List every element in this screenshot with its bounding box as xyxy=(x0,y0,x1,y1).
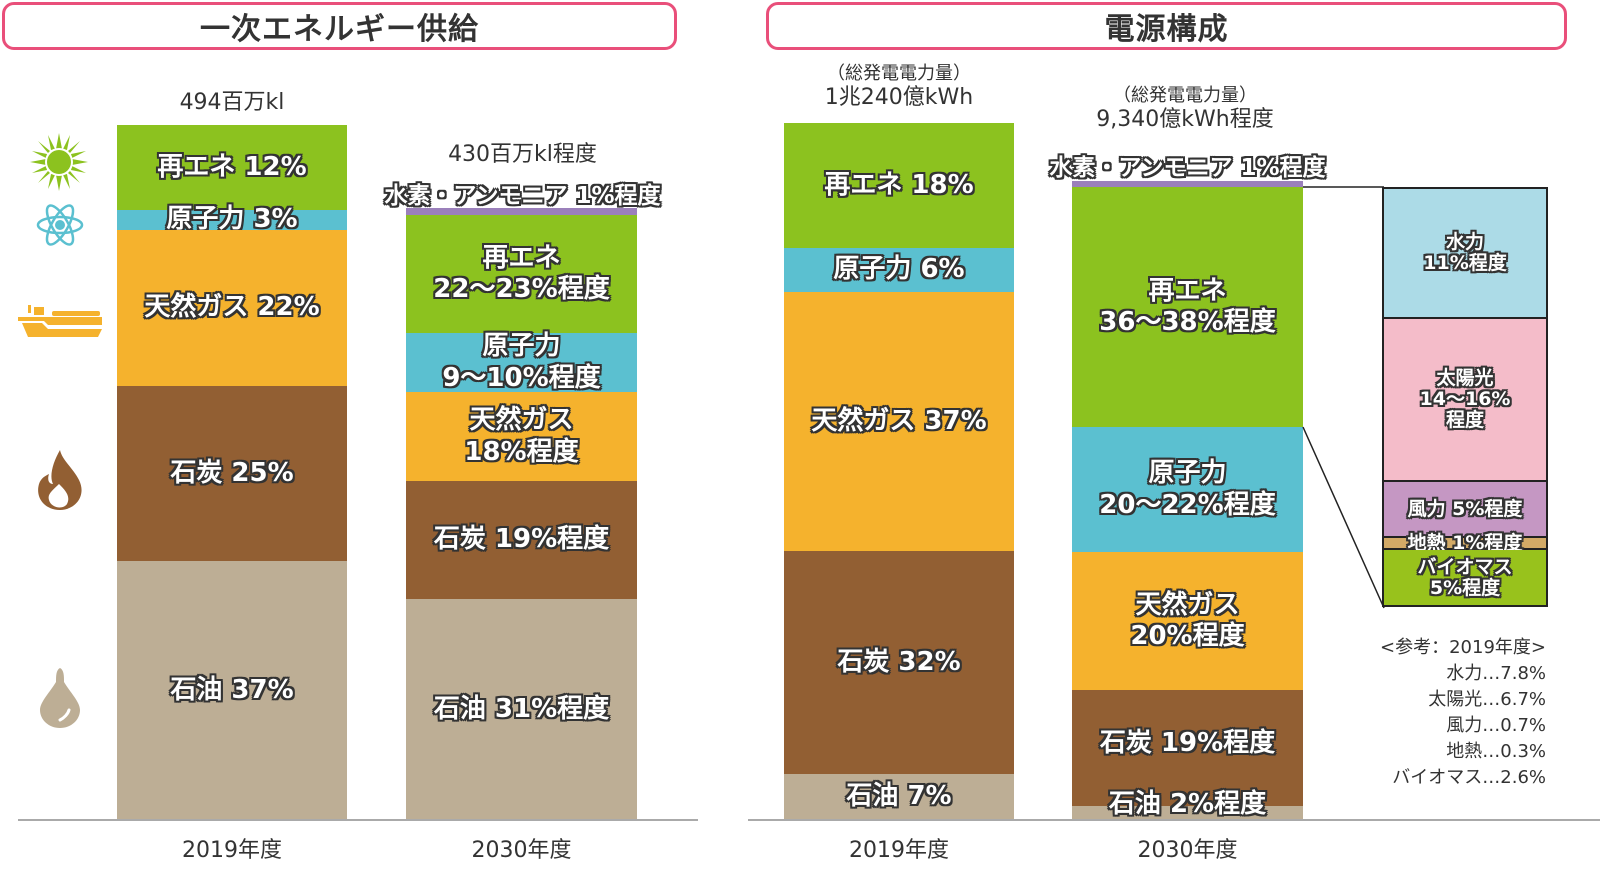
segment-label: 天然ガス 18%程度 xyxy=(464,405,579,467)
reference-item-solar: 太陽光…6.7% xyxy=(1428,689,1546,711)
segment-label: 石炭 19%程度 xyxy=(1099,728,1276,758)
primary-xlabel-2019: 2019年度 xyxy=(182,838,282,863)
segment-label: 石炭 32% xyxy=(837,646,961,677)
reference-title: <参考：2019年度> xyxy=(1380,637,1546,658)
segment-label: 再エネ 12% xyxy=(157,151,307,182)
primary-2030-hydrogen-label: 水素・アンモニア 1%程度 xyxy=(384,183,661,209)
breakdown-wind: 風力 5%程度 xyxy=(1384,482,1546,538)
primary-energy-title: 一次エネルギー供給 xyxy=(2,2,677,50)
primary-2019-bar: 再エネ 12% 原子力 3% 天然ガス 22% 石炭 25% 石油 37% xyxy=(117,125,347,820)
power-2019-coal: 石炭 32% xyxy=(784,551,1014,774)
oil-drop-icon xyxy=(40,668,80,728)
primary-baseline xyxy=(18,819,698,821)
segment-label: 石油 7% xyxy=(846,781,952,812)
segment-label: 再エネ 18% xyxy=(824,169,974,200)
segment-label: 風力 5%程度 xyxy=(1407,497,1523,520)
primary-2030-renewable: 再エネ 22〜23%程度 xyxy=(406,215,637,333)
reference-item-geothermal: 地熱…0.3% xyxy=(1446,741,1546,763)
primary-2030-oil: 石油 31%程度 xyxy=(406,599,637,820)
power-mix-title-text: 電源構成 xyxy=(1104,12,1229,47)
power-xlabel-2019: 2019年度 xyxy=(849,838,949,863)
lng-ship-icon xyxy=(18,305,102,337)
segment-label: 石油 31%程度 xyxy=(433,693,610,724)
primary-2019-coal: 石炭 25% xyxy=(117,386,347,561)
breakdown-solar: 太陽光 14〜16% 程度 xyxy=(1384,319,1546,482)
renewable-breakdown-box: 水力 11%程度 太陽光 14〜16% 程度 風力 5%程度 地熱 1%程度 バ… xyxy=(1382,187,1548,607)
segment-label: 水力 11%程度 xyxy=(1423,231,1507,274)
primary-2030-nuclear: 原子力 9〜10%程度 xyxy=(406,331,637,393)
power-xlabel-2030: 2030年度 xyxy=(1137,838,1238,863)
primary-2030-total: 430百万kl程度 xyxy=(380,142,665,167)
power-2030-caption: （総発電電力量） xyxy=(1113,85,1257,106)
segment-label: 再エネ 36〜38%程度 xyxy=(1099,275,1276,337)
power-2030-total: （総発電電力量） 9,340億kWh程度 xyxy=(1060,85,1310,132)
primary-2019-nuclear: 原子力 3% xyxy=(117,204,347,234)
primary-2030-gas: 天然ガス 18%程度 xyxy=(406,392,637,481)
atom-icon xyxy=(36,204,84,246)
segment-label: 原子力 9〜10%程度 xyxy=(442,331,601,393)
breakdown-connector-lines xyxy=(1302,186,1385,609)
sun-icon xyxy=(30,133,88,191)
breakdown-geothermal: 地熱 1%程度 xyxy=(1384,532,1546,553)
power-2030-renewable: 再エネ 36〜38%程度 xyxy=(1072,187,1303,427)
segment-label: 石油 2%程度 xyxy=(1108,789,1267,820)
primary-xlabel-2030: 2030年度 xyxy=(471,838,572,863)
segment-label: 再エネ 22〜23%程度 xyxy=(433,242,610,304)
segment-label: バイオマス 5%程度 xyxy=(1417,555,1513,599)
primary-2030-bar: 再エネ 22〜23%程度 原子力 9〜10%程度 天然ガス 18%程度 石炭 1… xyxy=(406,208,637,820)
segment-label: 太陽光 14〜16% 程度 xyxy=(1419,367,1511,431)
power-2019-gas: 天然ガス 37% xyxy=(784,292,1014,551)
segment-label: 天然ガス 22% xyxy=(144,292,320,323)
primary-2019-gas: 天然ガス 22% xyxy=(117,230,347,386)
primary-2030-hydrogen xyxy=(406,208,637,215)
breakdown-hydro: 水力 11%程度 xyxy=(1384,189,1546,319)
power-2019-oil: 石油 7% xyxy=(784,774,1014,820)
reference-2019-list: <参考：2019年度> 水力…7.8% 太陽光…6.7% 風力…0.7% 地熱…… xyxy=(1340,635,1546,792)
power-2030-bar: 再エネ 36〜38%程度 原子力 20〜22%程度 天然ガス 20%程度 石炭 … xyxy=(1072,181,1303,820)
reference-item-hydro: 水力…7.8% xyxy=(1446,663,1546,685)
power-2030-oil: 石油 2%程度 xyxy=(1072,789,1303,820)
primary-2030-coal: 石炭 19%程度 xyxy=(406,481,637,599)
primary-2030-total-text: 430百万kl程度 xyxy=(448,142,597,167)
segment-label: 原子力 3% xyxy=(166,204,298,235)
power-2030-total-text: 9,340億kWh程度 xyxy=(1096,106,1274,132)
power-2019-total: （総発電電力量） 1兆240億kWh xyxy=(784,63,1014,110)
power-baseline xyxy=(748,819,1600,821)
primary-2019-renewable: 再エネ 12% xyxy=(117,125,347,210)
flame-icon xyxy=(38,450,82,510)
breakdown-biomass: バイオマス 5%程度 xyxy=(1384,550,1546,605)
power-2030-nuclear: 原子力 20〜22%程度 xyxy=(1072,427,1303,552)
reference-item-wind: 風力…0.7% xyxy=(1446,715,1546,737)
segment-label: 石炭 25% xyxy=(170,457,294,488)
power-2030-hydrogen-label: 水素・アンモニア 1%程度 xyxy=(1049,155,1326,181)
segment-label: 石炭 19%程度 xyxy=(433,524,610,555)
segment-label: 原子力 6% xyxy=(833,254,965,285)
power-2030-hydrogen xyxy=(1072,181,1303,187)
power-2019-renewable: 再エネ 18% xyxy=(784,123,1014,248)
segment-label: 天然ガス 37% xyxy=(811,405,987,436)
reference-item-biomass: バイオマス…2.6% xyxy=(1392,767,1546,789)
segment-label: 原子力 20〜22%程度 xyxy=(1099,458,1276,520)
power-2019-total-text: 1兆240億kWh xyxy=(824,84,974,110)
power-2019-nuclear: 原子力 6% xyxy=(784,248,1014,292)
power-2030-gas: 天然ガス 20%程度 xyxy=(1072,552,1303,690)
power-2019-bar: 再エネ 18% 原子力 6% 天然ガス 37% 石炭 32% 石油 7% xyxy=(784,123,1014,820)
segment-label: 石油 37% xyxy=(170,674,294,705)
primary-energy-title-text: 一次エネルギー供給 xyxy=(200,12,479,47)
power-2030-coal: 石炭 19%程度 xyxy=(1072,690,1303,806)
segment-label: 天然ガス 20%程度 xyxy=(1130,589,1245,651)
segment-label: 地熱 1%程度 xyxy=(1407,531,1523,554)
primary-2019-total-text: 494百万kl xyxy=(179,90,285,115)
power-2019-caption: （総発電電力量） xyxy=(827,63,971,84)
primary-2019-oil: 石油 37% xyxy=(117,561,347,820)
primary-2019-total: 494百万kl xyxy=(117,90,347,115)
power-mix-title: 電源構成 xyxy=(766,2,1567,50)
